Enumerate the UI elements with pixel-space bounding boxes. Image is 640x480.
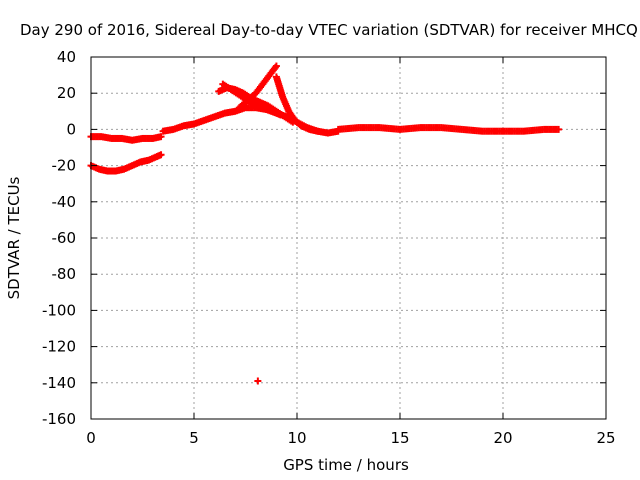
y-tick-label: -60 <box>52 229 77 247</box>
x-axis: 0 5 10 15 20 25 <box>86 57 616 447</box>
x-axis-label: GPS time / hours <box>283 456 409 474</box>
data-points <box>87 62 563 385</box>
x-tick-label: 15 <box>390 429 409 447</box>
data-point <box>157 151 165 159</box>
y-tick-label: -160 <box>42 410 76 428</box>
y-axis-label: SDTVAR / TECUs <box>5 176 23 299</box>
y-tick-label: 40 <box>57 48 76 66</box>
grid <box>91 57 606 419</box>
y-tick-label: -80 <box>52 265 77 283</box>
x-tick-label: 5 <box>189 429 199 447</box>
data-point <box>254 377 262 385</box>
data-point <box>277 111 285 119</box>
y-tick-label: 0 <box>66 120 76 138</box>
y-axis: 40 20 0 -20 -40 -60 -80 -100 -120 -140 -160 <box>42 48 606 428</box>
chart-title: Day 290 of 2016, Sidereal Day-to-day VTE… <box>20 21 638 39</box>
y-tick-label: -140 <box>42 374 76 392</box>
y-tick-label: -100 <box>42 301 76 319</box>
x-tick-label: 10 <box>287 429 306 447</box>
x-tick-label: 20 <box>493 429 512 447</box>
y-tick-label: -20 <box>52 157 77 175</box>
data-point <box>314 127 322 135</box>
plot-frame <box>90 56 607 420</box>
y-tick-label: -120 <box>42 338 76 356</box>
x-tick-label: 25 <box>596 429 615 447</box>
y-tick-label: 20 <box>57 84 76 102</box>
data-point <box>555 125 563 133</box>
data-point <box>157 133 165 141</box>
y-tick-label: -40 <box>52 193 77 211</box>
x-tick-label: 0 <box>86 429 96 447</box>
data-point <box>272 62 280 70</box>
